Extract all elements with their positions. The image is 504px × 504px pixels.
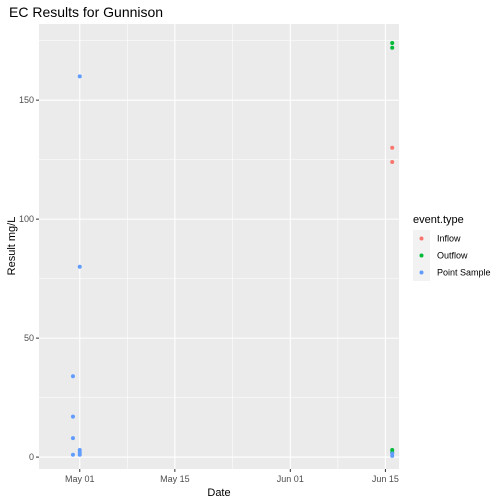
legend-items: Inflow Outflow Point Sample bbox=[413, 230, 491, 281]
x-tick-label: Jun 15 bbox=[372, 474, 399, 484]
data-point bbox=[390, 45, 395, 50]
legend-key bbox=[419, 236, 424, 241]
data-point bbox=[70, 374, 75, 379]
x-axis: May 01 May 15 Jun 01 Jun 15 bbox=[65, 469, 399, 484]
legend-label: Point Sample bbox=[437, 268, 491, 278]
x-tick-label: Jun 01 bbox=[277, 474, 304, 484]
data-point bbox=[70, 414, 75, 419]
y-axis: 0 50 100 150 bbox=[19, 95, 39, 462]
y-axis-title: Result mg/L bbox=[6, 217, 18, 276]
plot-panel bbox=[39, 24, 399, 469]
chart-title: EC Results for Gunnison bbox=[9, 4, 163, 20]
data-point bbox=[77, 264, 82, 269]
data-point bbox=[390, 453, 395, 458]
minor-gridlines bbox=[39, 24, 399, 469]
legend-key bbox=[419, 270, 424, 275]
data-point bbox=[390, 160, 395, 165]
y-tick-label: 50 bbox=[24, 333, 34, 343]
major-gridlines bbox=[39, 24, 399, 469]
data-point bbox=[70, 436, 75, 441]
legend-label: Outflow bbox=[437, 251, 468, 261]
y-tick-label: 150 bbox=[19, 95, 34, 105]
legend-label: Inflow bbox=[437, 234, 461, 244]
y-tick-label: 100 bbox=[19, 214, 34, 224]
legend-title: event.type bbox=[413, 214, 464, 226]
data-point bbox=[390, 145, 395, 150]
x-axis-title: Date bbox=[207, 487, 230, 499]
y-tick-label: 0 bbox=[29, 452, 34, 462]
data-point bbox=[390, 41, 395, 46]
data-point bbox=[77, 74, 82, 79]
data-point bbox=[77, 452, 82, 457]
legend-key bbox=[419, 253, 424, 258]
x-tick-label: May 15 bbox=[160, 474, 190, 484]
x-tick-label: May 01 bbox=[65, 474, 95, 484]
data-points bbox=[70, 41, 395, 458]
data-point bbox=[70, 452, 75, 457]
legend: event.type Inflow Outflow Point Sample bbox=[413, 214, 491, 281]
